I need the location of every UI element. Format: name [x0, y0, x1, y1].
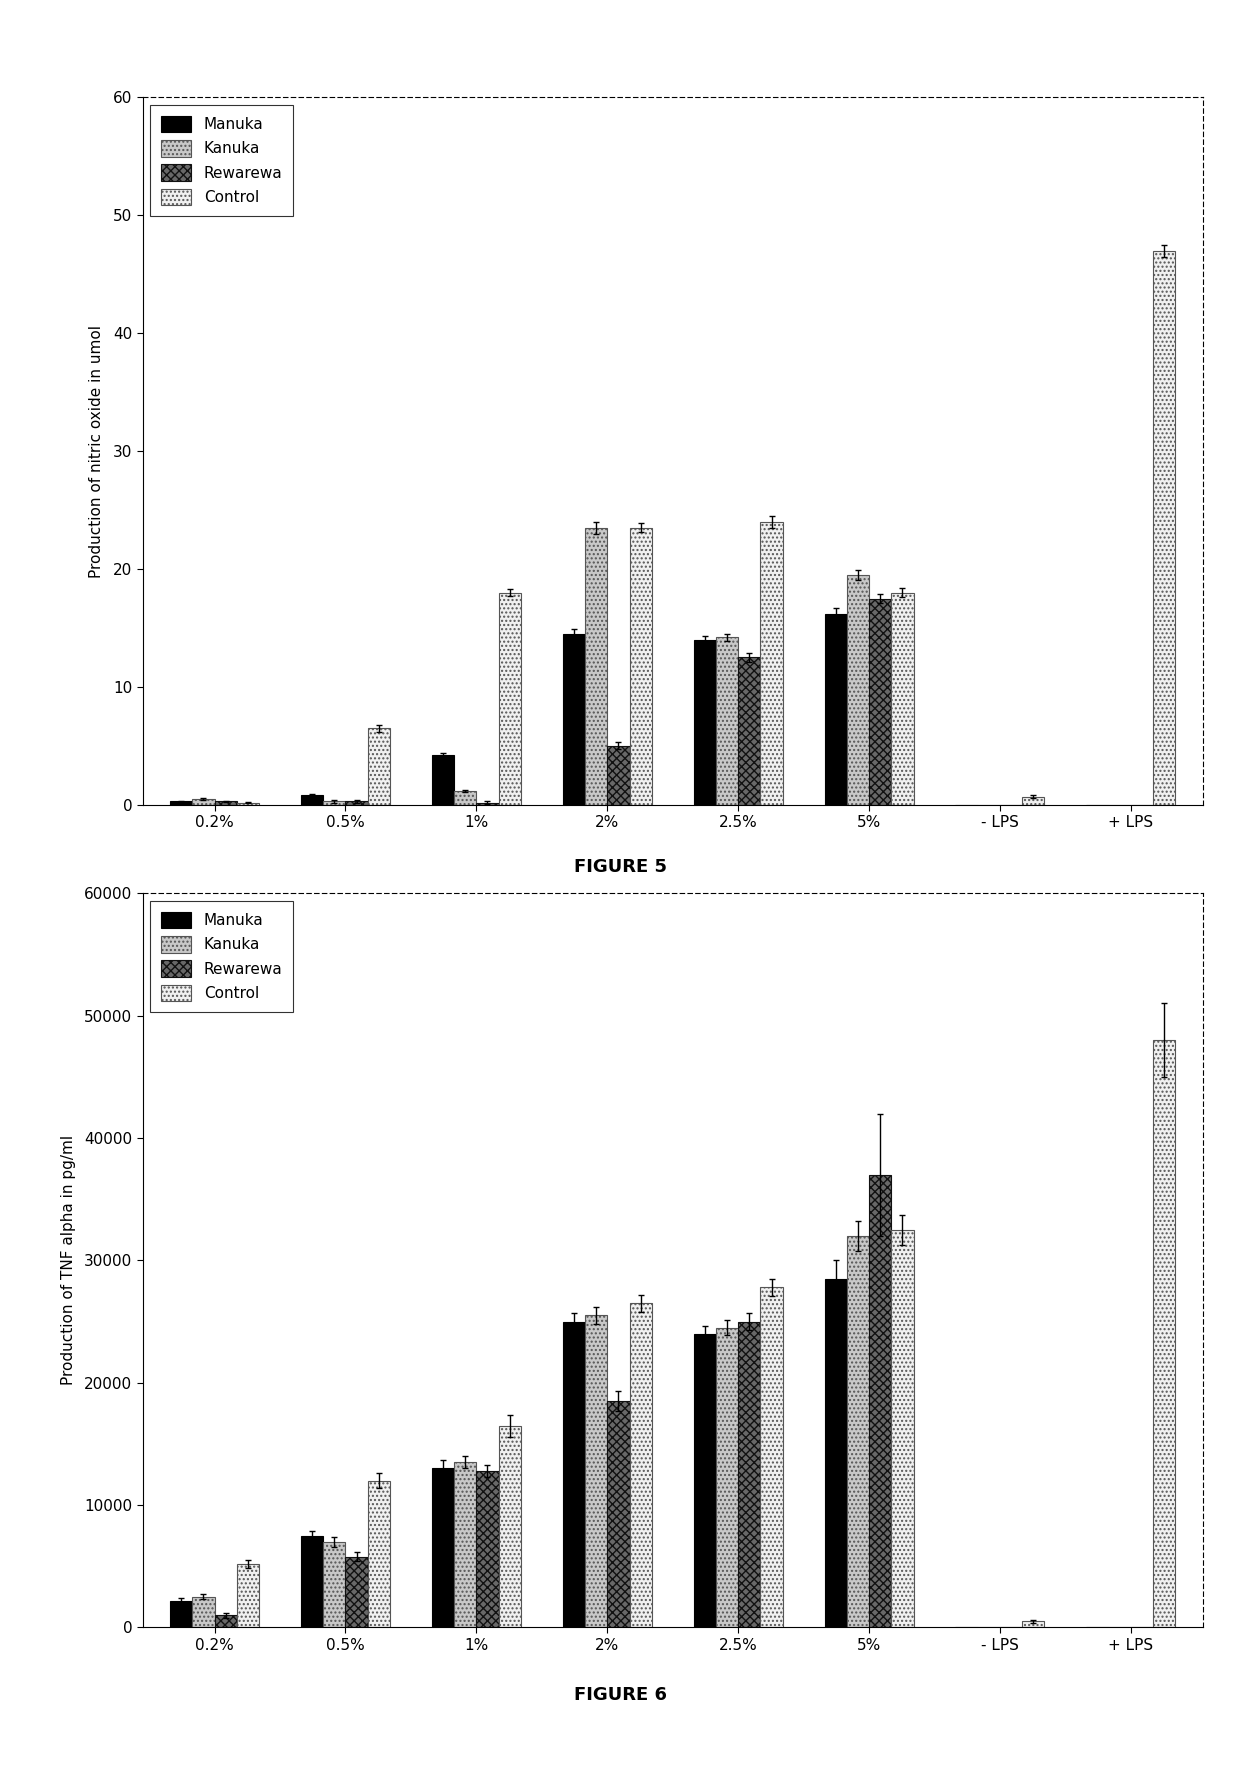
- Bar: [892, 593, 914, 805]
- Bar: [432, 755, 454, 805]
- Bar: [630, 1304, 652, 1627]
- Bar: [498, 1426, 521, 1627]
- Bar: [563, 1321, 585, 1627]
- Legend: Manuka, Kanuka, Rewarewa, Control: Manuka, Kanuka, Rewarewa, Control: [150, 900, 293, 1012]
- Bar: [608, 1401, 630, 1627]
- Bar: [476, 803, 498, 805]
- Bar: [585, 1316, 608, 1627]
- Bar: [738, 658, 760, 805]
- Bar: [301, 1535, 324, 1627]
- Bar: [215, 1615, 237, 1627]
- Bar: [585, 527, 608, 805]
- Bar: [324, 1543, 346, 1627]
- Bar: [1022, 796, 1044, 805]
- Bar: [1022, 1622, 1044, 1627]
- Bar: [892, 1229, 914, 1627]
- Bar: [630, 527, 652, 805]
- Bar: [738, 1321, 760, 1627]
- Bar: [715, 637, 738, 805]
- Text: FIGURE 5: FIGURE 5: [573, 858, 667, 876]
- Bar: [170, 801, 192, 805]
- Bar: [498, 593, 521, 805]
- Bar: [760, 522, 782, 805]
- Legend: Manuka, Kanuka, Rewarewa, Control: Manuka, Kanuka, Rewarewa, Control: [150, 104, 293, 216]
- Bar: [346, 1557, 368, 1627]
- Bar: [170, 1601, 192, 1627]
- Bar: [454, 1463, 476, 1627]
- Bar: [237, 803, 259, 805]
- Bar: [760, 1288, 782, 1627]
- Bar: [608, 747, 630, 805]
- Bar: [825, 1279, 847, 1627]
- Bar: [301, 796, 324, 805]
- Bar: [476, 1470, 498, 1627]
- Bar: [869, 598, 892, 805]
- Bar: [693, 640, 715, 805]
- Bar: [324, 801, 346, 805]
- Bar: [1153, 251, 1176, 805]
- Y-axis label: Production of TNF alpha in pg/ml: Production of TNF alpha in pg/ml: [61, 1136, 76, 1385]
- Bar: [192, 800, 215, 805]
- Bar: [368, 729, 391, 805]
- Bar: [693, 1334, 715, 1627]
- Bar: [869, 1175, 892, 1627]
- Bar: [346, 801, 368, 805]
- Bar: [1153, 1040, 1176, 1627]
- Bar: [432, 1468, 454, 1627]
- Bar: [192, 1597, 215, 1627]
- Bar: [847, 1237, 869, 1627]
- Bar: [825, 614, 847, 805]
- Bar: [215, 801, 237, 805]
- Bar: [237, 1564, 259, 1627]
- Bar: [715, 1329, 738, 1627]
- Bar: [563, 633, 585, 805]
- Text: FIGURE 6: FIGURE 6: [573, 1686, 667, 1704]
- Bar: [368, 1481, 391, 1627]
- Bar: [847, 575, 869, 805]
- Bar: [454, 791, 476, 805]
- Y-axis label: Production of nitric oxide in umol: Production of nitric oxide in umol: [89, 324, 104, 578]
